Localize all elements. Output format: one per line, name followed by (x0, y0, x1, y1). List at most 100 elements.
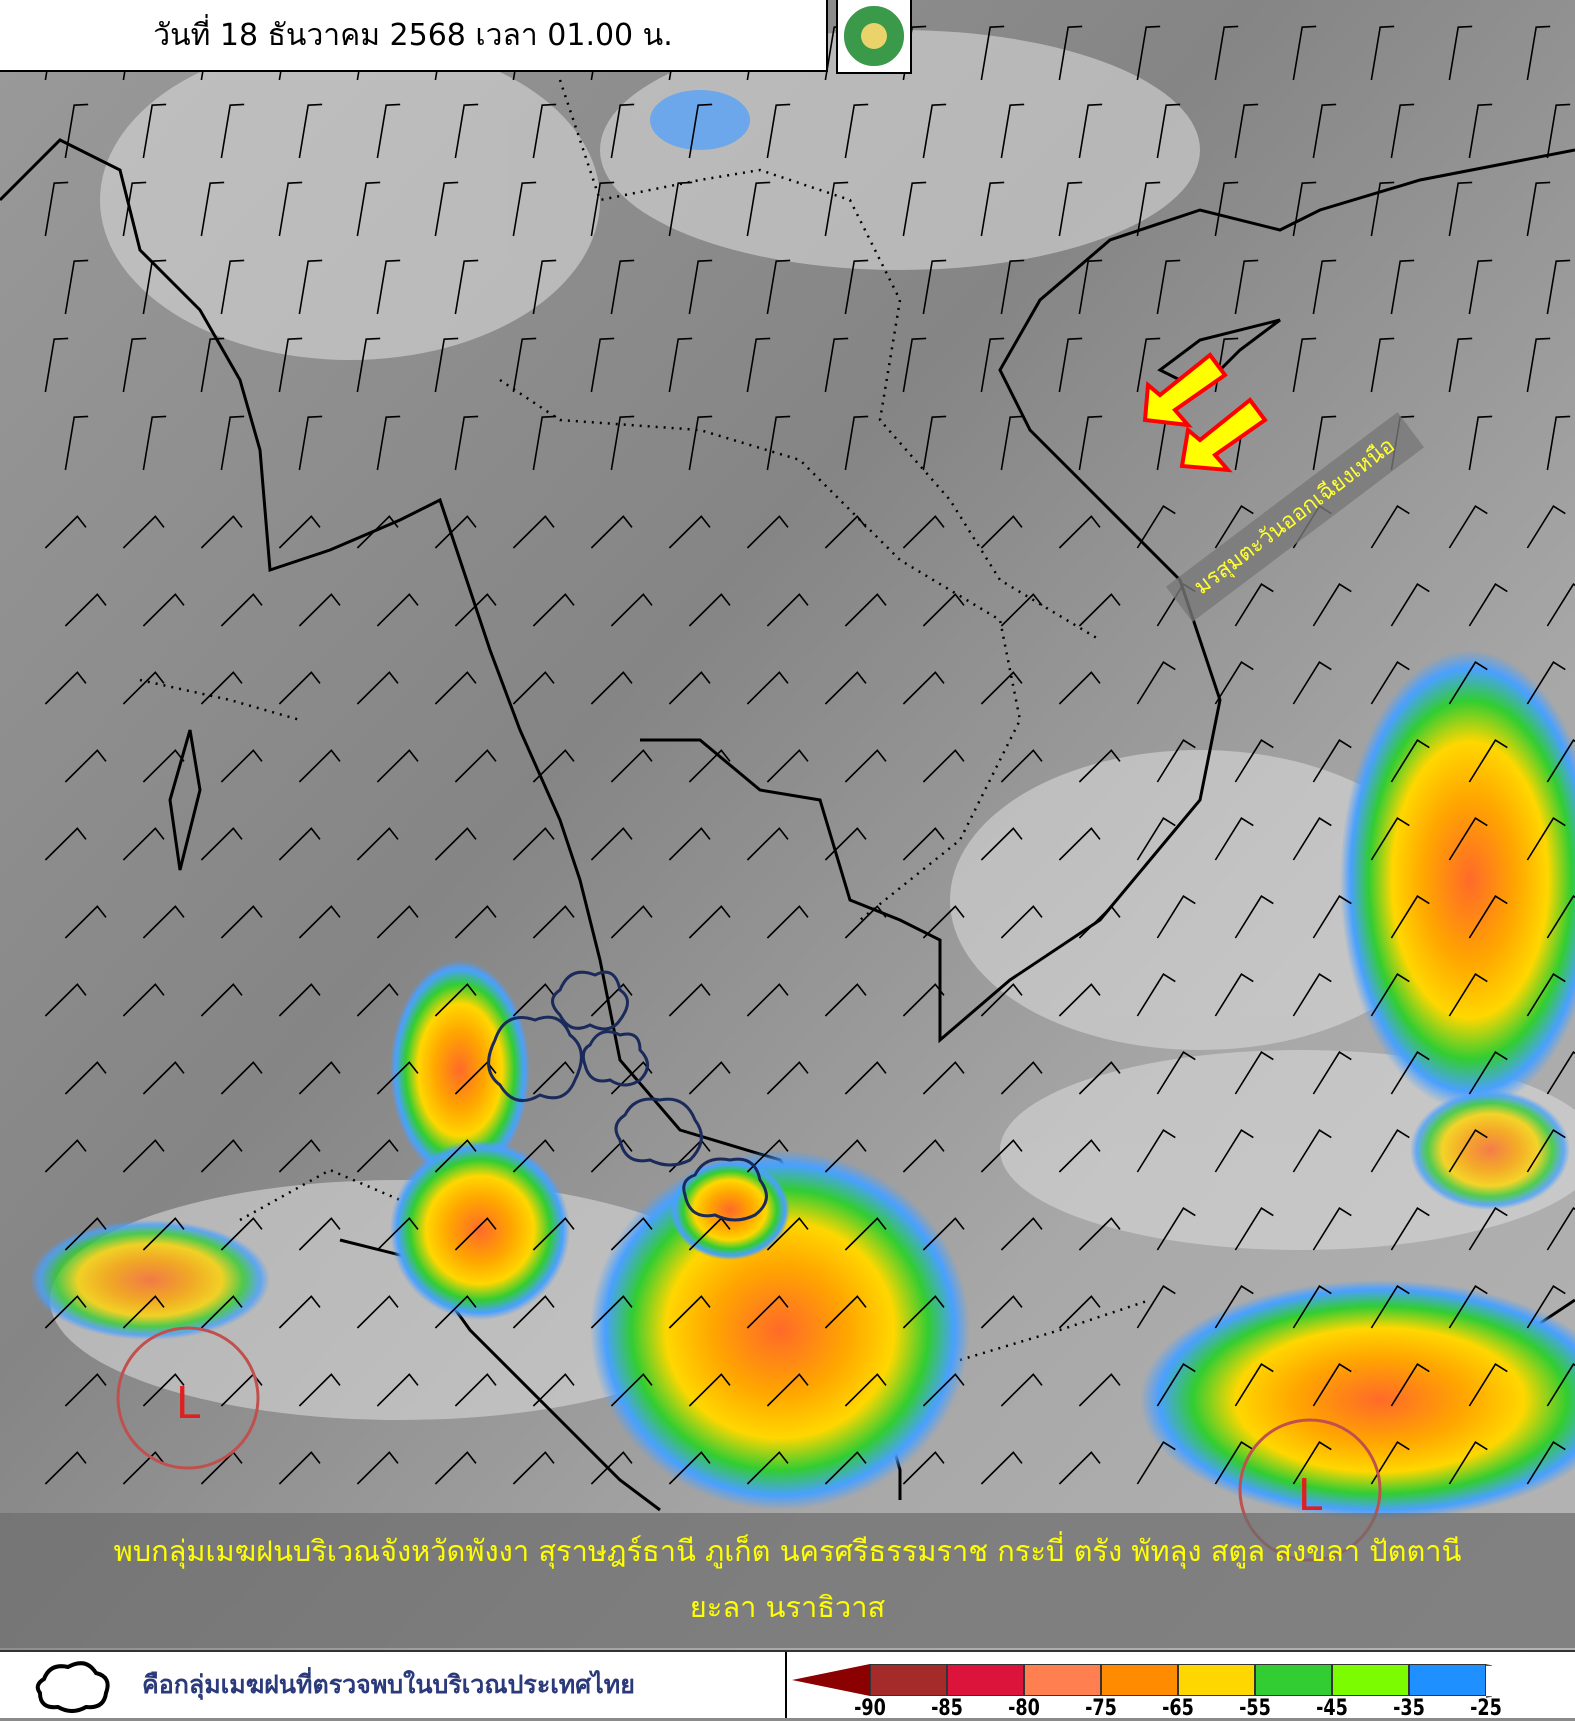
wind-barb (1468, 415, 1493, 471)
wind-barb (1370, 1285, 1410, 1329)
wind-barb (824, 1295, 867, 1329)
wind-barb (668, 671, 711, 705)
wind-barb (668, 515, 711, 549)
wind-barb (1078, 103, 1103, 159)
wind-barb (1214, 1285, 1254, 1329)
wind-barb (356, 1451, 399, 1485)
wind-barb (590, 671, 633, 705)
wind-barb (668, 1451, 711, 1485)
wind-barb (902, 1295, 945, 1329)
wind-barb (746, 983, 789, 1017)
wind-barb (1078, 593, 1121, 627)
wind-barb (1546, 415, 1571, 471)
rain-cloud-icon (614, 1097, 703, 1167)
rain-cloud-outline-icon (35, 1661, 110, 1713)
wind-barb (766, 259, 791, 315)
wind-barb (1136, 1129, 1176, 1173)
wind-barb (122, 983, 165, 1017)
cloud-legend: คือกลุ่มเมฆฝนที่ตรวจพบในบริเวณประเทศไทย (0, 1652, 787, 1718)
wind-barb (1156, 895, 1196, 939)
wind-barb (64, 749, 107, 783)
wind-barb (1136, 973, 1176, 1017)
wind-barb (1312, 415, 1337, 471)
wind-barb (922, 749, 965, 783)
wind-barb (1214, 1441, 1254, 1485)
wind-barb (922, 1373, 965, 1407)
wind-barb (1156, 1051, 1196, 1095)
wind-barb (376, 1373, 419, 1407)
wind-barb (1312, 1051, 1352, 1095)
colorbar-label: -35 (1393, 1696, 1425, 1721)
wind-barb (1390, 1363, 1430, 1407)
wind-barb (220, 749, 263, 783)
rain-areas (30, 90, 1575, 1520)
wind-barb (376, 593, 419, 627)
wind-barb (122, 181, 147, 237)
wind-barb (1526, 337, 1551, 393)
colorbar-swatch (1178, 1664, 1255, 1696)
colorbar-label: -45 (1316, 1696, 1348, 1721)
wind-barb (122, 1139, 165, 1173)
wind-barb (44, 515, 87, 549)
wind-barb (1370, 661, 1410, 705)
wind-barb (512, 983, 555, 1017)
wind-barb (1526, 661, 1566, 705)
wind-barb (688, 415, 713, 471)
wind-barb (278, 1295, 321, 1329)
wind-barb (1468, 1207, 1508, 1251)
wind-barb (1000, 1373, 1043, 1407)
wind-barb (590, 1139, 633, 1173)
wind-barb (590, 1295, 633, 1329)
wind-barb (64, 1373, 107, 1407)
wind-barb (980, 1139, 1023, 1173)
wind-barb (200, 827, 243, 861)
wind-barb (1546, 103, 1571, 159)
wind-barb (278, 337, 303, 393)
wind-barb (200, 515, 243, 549)
wind-barb (220, 103, 245, 159)
wind-barb (922, 103, 947, 159)
wind-barb (1078, 1373, 1121, 1407)
wind-barb (1234, 1207, 1274, 1251)
colorbar-label: -25 (1470, 1696, 1502, 1721)
wind-barb (1448, 817, 1488, 861)
wind-barb (1526, 25, 1551, 81)
wind-barb (122, 671, 165, 705)
wind-barb (1526, 1129, 1566, 1173)
wind-barb (454, 905, 497, 939)
wind-barb (1546, 259, 1571, 315)
wind-barb (454, 103, 479, 159)
rain-notice: พบกลุ่มเมฆฝนบริเวณจังหวัดพังงา สุราษฎร์ธ… (0, 1513, 1575, 1648)
wind-barb (298, 593, 341, 627)
wind-barb (44, 1139, 87, 1173)
colorbar-swatch (870, 1664, 947, 1696)
wind-barb (356, 1295, 399, 1329)
wind-barb (298, 103, 323, 159)
wind-barb (1526, 1285, 1566, 1329)
wind-barb (1234, 1051, 1274, 1095)
wind-barb (1058, 983, 1101, 1017)
wind-barb (1078, 749, 1121, 783)
colorbar-swatch (1101, 1664, 1178, 1696)
wind-barb (1468, 739, 1508, 783)
wind-barb (1234, 259, 1259, 315)
wind-barb (1390, 1207, 1430, 1251)
wind-barb (356, 671, 399, 705)
wind-barb (142, 749, 185, 783)
wind-barb (220, 1217, 263, 1251)
wind-barb (1136, 337, 1161, 393)
wind-barb (200, 1139, 243, 1173)
wind-barb (1136, 505, 1176, 549)
wind-barb (356, 1139, 399, 1173)
wind-barb (44, 827, 87, 861)
wind-barb (688, 593, 731, 627)
wind-barb (1312, 1207, 1352, 1251)
wind-barb (922, 415, 947, 471)
wind-barb (1448, 1129, 1488, 1173)
wind-barb (1292, 1441, 1332, 1485)
border-lines (139, 79, 1151, 1362)
wind-barb (1292, 1285, 1332, 1329)
wind-barb (1156, 739, 1196, 783)
wind-barb (980, 671, 1023, 705)
wind-barb (766, 1217, 809, 1251)
